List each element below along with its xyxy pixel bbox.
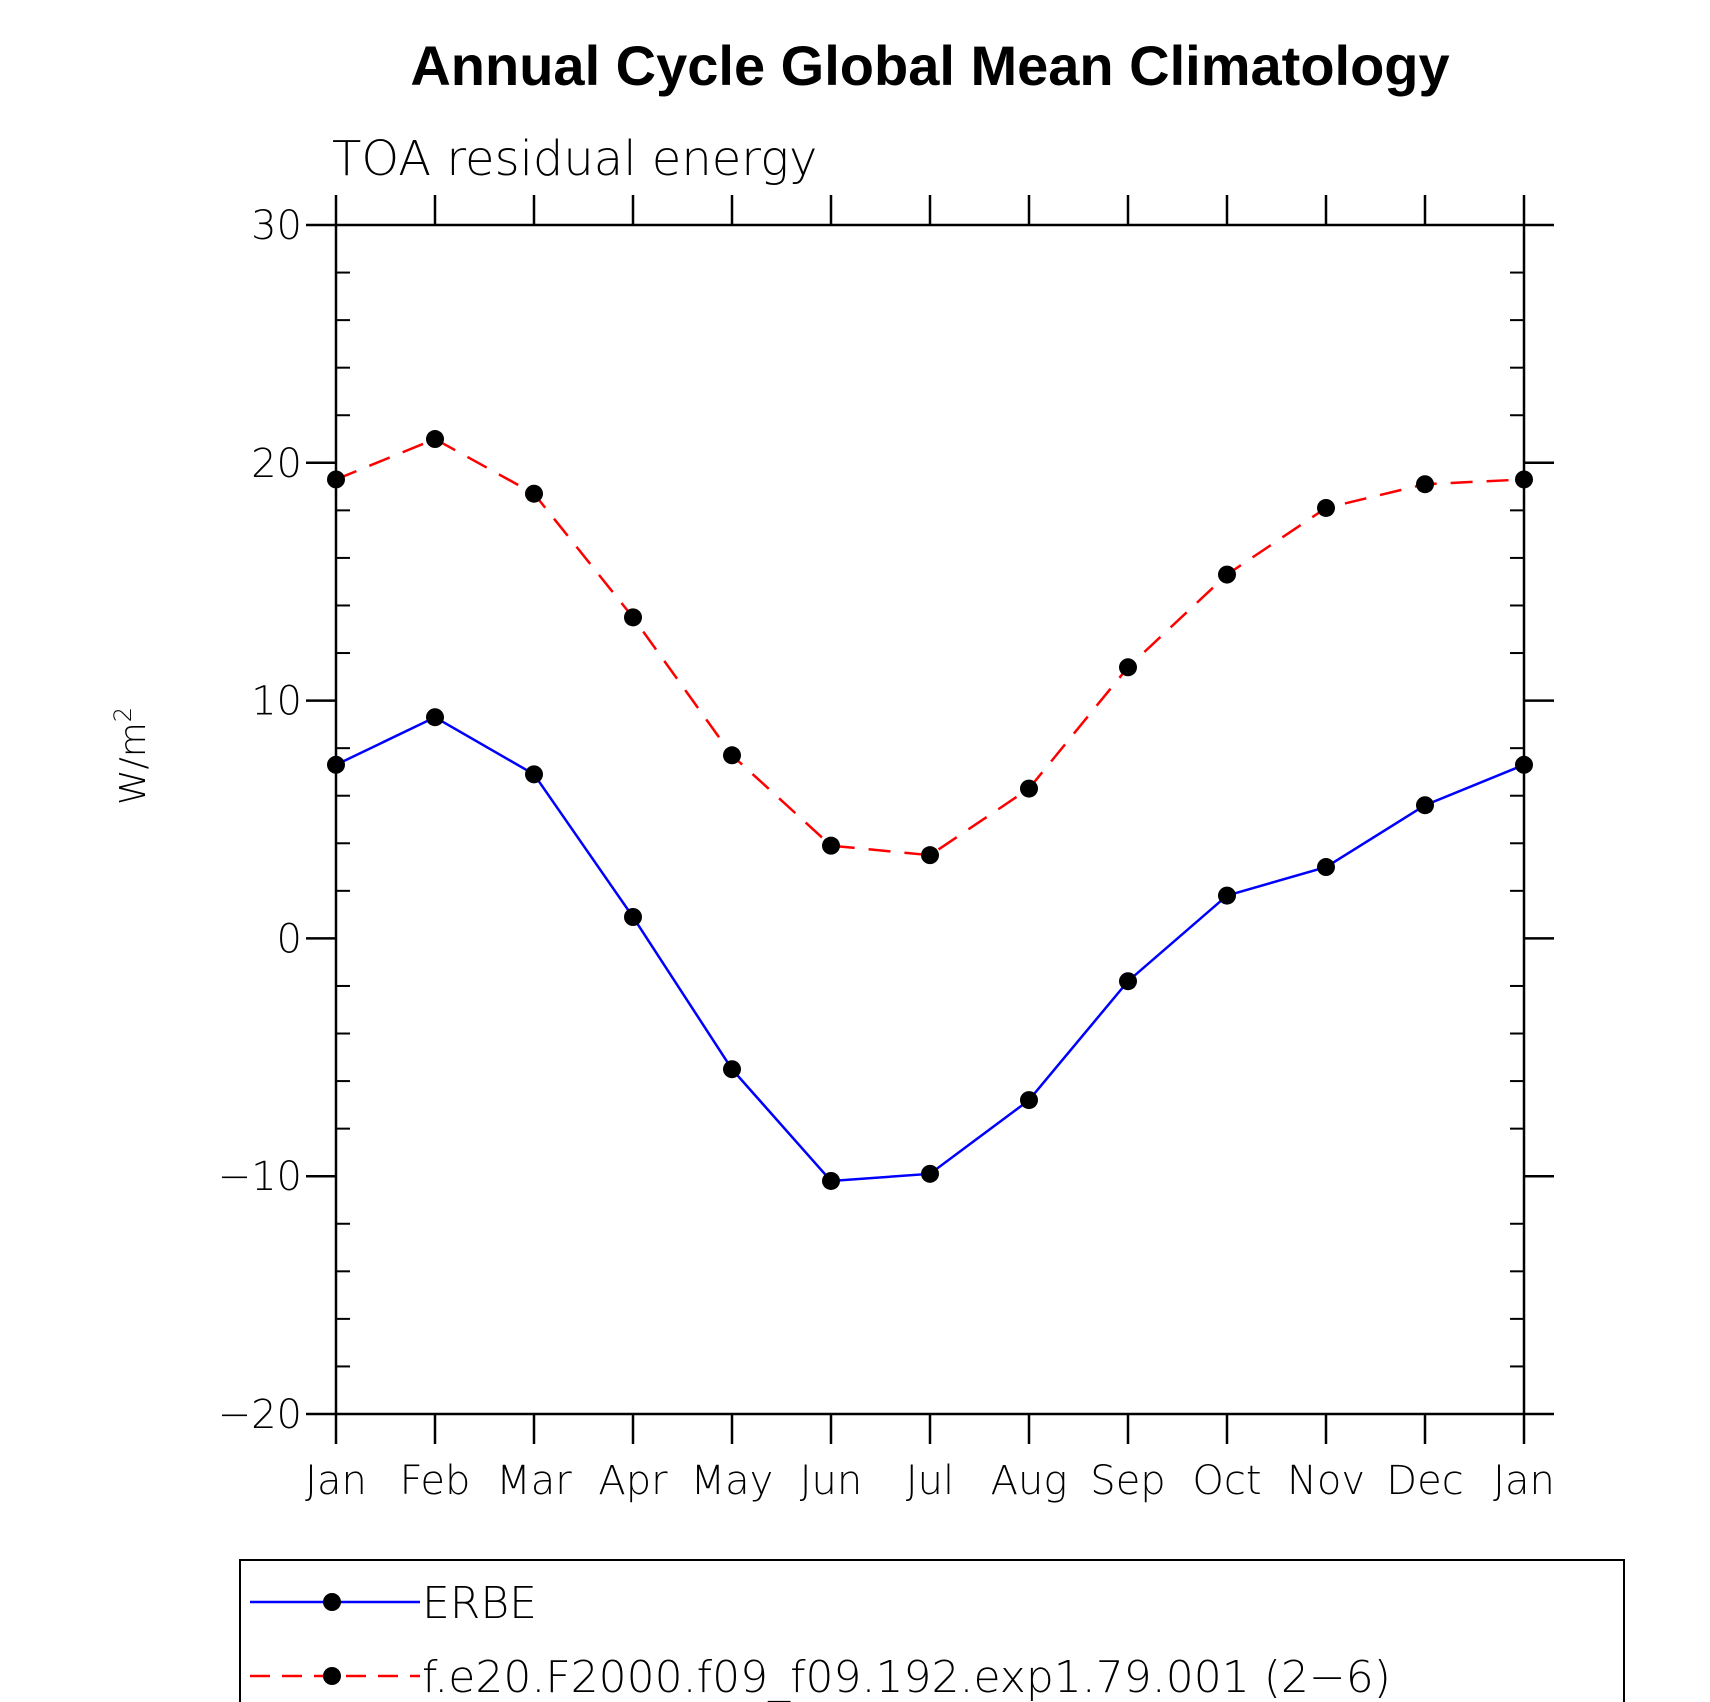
y-tick-label: 0 [277, 916, 302, 962]
series-2-point [426, 430, 444, 449]
series-line-1 [335, 715, 1525, 1183]
series-1-point [1020, 1091, 1038, 1110]
chart-title: Annual Cycle Global Mean Climatology [410, 34, 1449, 97]
series-1-point [327, 755, 345, 774]
series-1-point [822, 1171, 840, 1190]
series-2-point [1119, 658, 1137, 677]
legend: ERBE f.e20.F2000.f09_f09.192.exp1.79.001 … [239, 1559, 1625, 1702]
series-1-point [426, 708, 444, 727]
x-tick-label: Dec [1386, 1458, 1463, 1504]
series-1-point [1218, 886, 1236, 905]
series-1-point [1317, 858, 1335, 877]
series-2-point [1317, 498, 1335, 517]
plot-axes: −20 −10 0 10 20 30 Jan Feb Mar Apr May Jun Jul Aug Sep… [218, 195, 1555, 1504]
series-1-point [1416, 796, 1434, 815]
series-1-point [1515, 755, 1533, 774]
series-2-point [822, 836, 840, 855]
series-line-2 [335, 437, 1525, 857]
x-tick-label: Aug [991, 1458, 1068, 1504]
series-2-point [1020, 779, 1038, 798]
series-layer [327, 430, 1533, 1190]
series-2-point [327, 470, 345, 489]
series-1-point [921, 1164, 939, 1183]
y-tick-label: 10 [251, 679, 302, 725]
y-axis-label-unit: W/m [113, 722, 154, 805]
legend-label-1: ERBE [422, 1578, 537, 1629]
chart-subtitle: TOA residual energy [332, 131, 817, 187]
series-1-point [624, 907, 642, 926]
legend-marker-1 [323, 1593, 341, 1611]
series-2-point [1218, 565, 1236, 584]
y-tick-label: −10 [218, 1154, 302, 1200]
plot-frame [334, 223, 1526, 1416]
y-axis-label: W/m2 [109, 707, 154, 805]
series-1-point [723, 1060, 741, 1079]
x-tick-label: Jun [800, 1458, 863, 1504]
x-tick-label: Jan [1493, 1458, 1555, 1504]
y-tick-label: −20 [218, 1392, 302, 1438]
legend-marker-2 [323, 1667, 341, 1685]
series-2-point [525, 484, 543, 503]
series-1-point [1119, 972, 1137, 991]
x-tick-label: Oct [1192, 1458, 1261, 1504]
x-tick-label: Nov [1287, 1458, 1365, 1504]
series-2-point [1515, 470, 1533, 489]
x-tick-label: Jul [906, 1458, 954, 1504]
y-tick-label: 30 [251, 203, 302, 249]
legend-box [239, 1559, 1625, 1702]
series-2-point [723, 746, 741, 765]
x-tick-label: Sep [1090, 1458, 1165, 1504]
x-tick-label: Feb [400, 1458, 471, 1504]
series-2-point [921, 846, 939, 865]
x-tick-label: Jan [305, 1458, 367, 1504]
series-2-point [624, 608, 642, 627]
y-tick-label: 20 [251, 441, 302, 487]
series-1-point [525, 765, 543, 784]
x-tick-label: Mar [496, 1458, 572, 1504]
legend-label-2: f.e20.F2000.f09_f09.192.exp1.79.001 (2−6… [422, 1652, 1391, 1702]
x-tick-label: May [691, 1458, 774, 1504]
x-tick-label: Apr [598, 1458, 668, 1504]
y-axis-label-superscript: 2 [109, 707, 137, 722]
series-2-point [1416, 475, 1434, 494]
